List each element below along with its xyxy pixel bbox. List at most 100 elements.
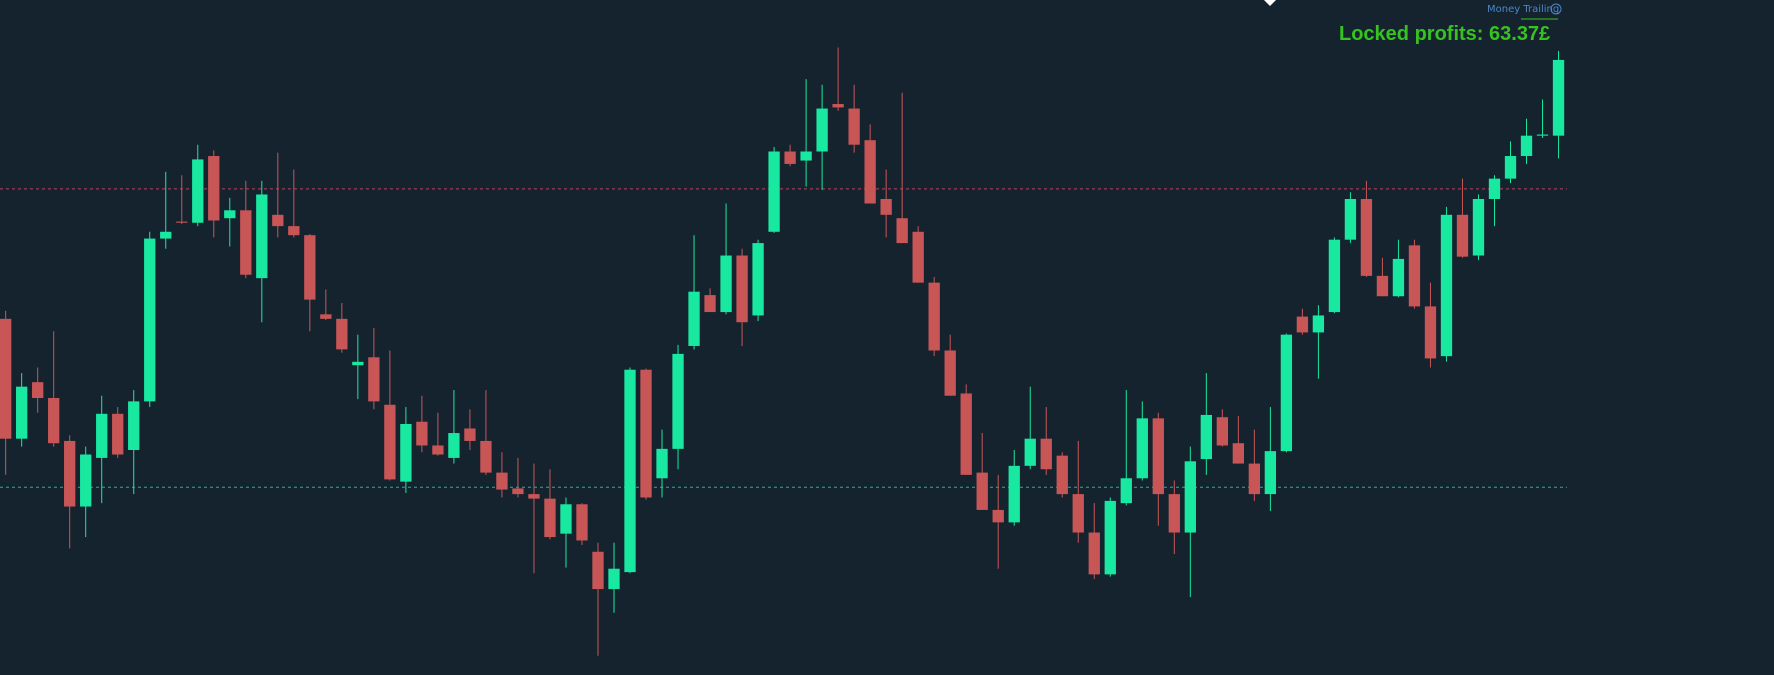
candle-body xyxy=(768,151,780,232)
candle-body xyxy=(1232,443,1245,464)
candle-body xyxy=(400,423,412,482)
candle-body xyxy=(432,445,444,455)
candle-body xyxy=(1264,451,1277,495)
candle-body xyxy=(1456,214,1469,257)
candle-body xyxy=(1200,414,1212,460)
candle-body xyxy=(944,350,956,396)
candle-body xyxy=(848,108,860,145)
candle-body xyxy=(368,357,380,402)
candle-body xyxy=(1280,334,1293,452)
candle-body xyxy=(1440,214,1453,357)
candle-body xyxy=(416,421,428,446)
candle-body xyxy=(224,210,236,219)
candle-body xyxy=(1504,156,1517,179)
candle-body xyxy=(384,404,396,480)
candle-body xyxy=(896,218,908,244)
locked-profits: Locked profits: 63.37£ xyxy=(1339,23,1550,45)
candle-body xyxy=(1088,532,1100,575)
candle-body xyxy=(96,413,108,458)
candle-body xyxy=(16,386,28,439)
candle-body xyxy=(1040,438,1052,470)
candle-body xyxy=(1296,316,1309,333)
candle-body xyxy=(688,291,700,346)
candle-body xyxy=(992,509,1004,523)
candle-body xyxy=(320,314,332,319)
candle-body xyxy=(128,401,140,450)
candle-body xyxy=(1312,315,1325,333)
candle-body xyxy=(48,397,60,444)
marker-icon xyxy=(1264,0,1276,6)
candle-body xyxy=(912,231,924,283)
candle-body xyxy=(1488,178,1501,199)
money-trailing-label: Money Trailing xyxy=(1487,4,1559,15)
candle-body xyxy=(1184,461,1196,533)
candle-body xyxy=(1392,258,1405,297)
candle-body xyxy=(1472,198,1485,256)
candle-body xyxy=(336,318,348,350)
candle-body xyxy=(576,504,588,541)
candle-body xyxy=(208,156,220,221)
candle-body xyxy=(448,433,460,458)
candle-body xyxy=(816,108,828,152)
candle-body xyxy=(192,159,204,223)
candle-body xyxy=(752,243,764,316)
candle-body xyxy=(112,413,124,455)
candle-body xyxy=(1424,306,1437,359)
candle-body xyxy=(928,282,940,351)
candles xyxy=(0,47,1567,656)
candle-body xyxy=(32,382,44,398)
candle-body xyxy=(800,151,812,161)
candle-body xyxy=(256,194,268,279)
candle-body xyxy=(880,198,892,215)
candle-body xyxy=(736,255,748,323)
candle-body xyxy=(1328,239,1341,313)
candle-body xyxy=(1056,455,1068,495)
candle-body xyxy=(160,231,172,239)
candle-body xyxy=(1216,417,1228,446)
candle-body xyxy=(608,568,620,590)
candle-body xyxy=(1552,59,1565,136)
candle-body xyxy=(80,454,92,507)
candle-body xyxy=(832,104,844,108)
candle-body xyxy=(1152,418,1164,495)
candle-body xyxy=(624,369,636,573)
candle-body xyxy=(1024,438,1036,466)
candle-body xyxy=(1536,134,1549,136)
candle-body xyxy=(1008,465,1020,523)
candle-body xyxy=(784,151,796,164)
candle-body xyxy=(144,238,156,402)
candle-body xyxy=(672,353,684,449)
candle-body xyxy=(304,235,316,300)
smiley-icon xyxy=(1550,3,1562,15)
candle-body xyxy=(1344,198,1357,240)
candle-body xyxy=(1520,135,1533,157)
candle-body xyxy=(1072,494,1084,533)
candle-body xyxy=(1248,463,1261,495)
candle-body xyxy=(352,361,364,366)
candle-body xyxy=(1376,275,1389,297)
candle-body xyxy=(1360,198,1373,276)
candle-body xyxy=(496,472,508,490)
candle-body xyxy=(640,369,652,498)
candle-body xyxy=(528,494,540,499)
candle-body xyxy=(864,140,876,204)
candle-body xyxy=(464,428,476,441)
candle-body xyxy=(704,295,716,313)
candle-body xyxy=(512,488,524,495)
candle-body xyxy=(560,504,572,534)
candle-body xyxy=(288,226,300,236)
candle-body xyxy=(176,221,188,223)
candle-body xyxy=(272,214,284,227)
candle-body xyxy=(1104,500,1116,575)
candle-body xyxy=(240,210,252,275)
candle-body xyxy=(1168,494,1180,533)
candle-body xyxy=(1136,418,1148,479)
candle-body xyxy=(656,448,668,479)
candle-body xyxy=(1408,245,1421,307)
candle-body xyxy=(976,472,988,510)
candle-body xyxy=(0,318,12,439)
candle-body xyxy=(480,440,492,473)
